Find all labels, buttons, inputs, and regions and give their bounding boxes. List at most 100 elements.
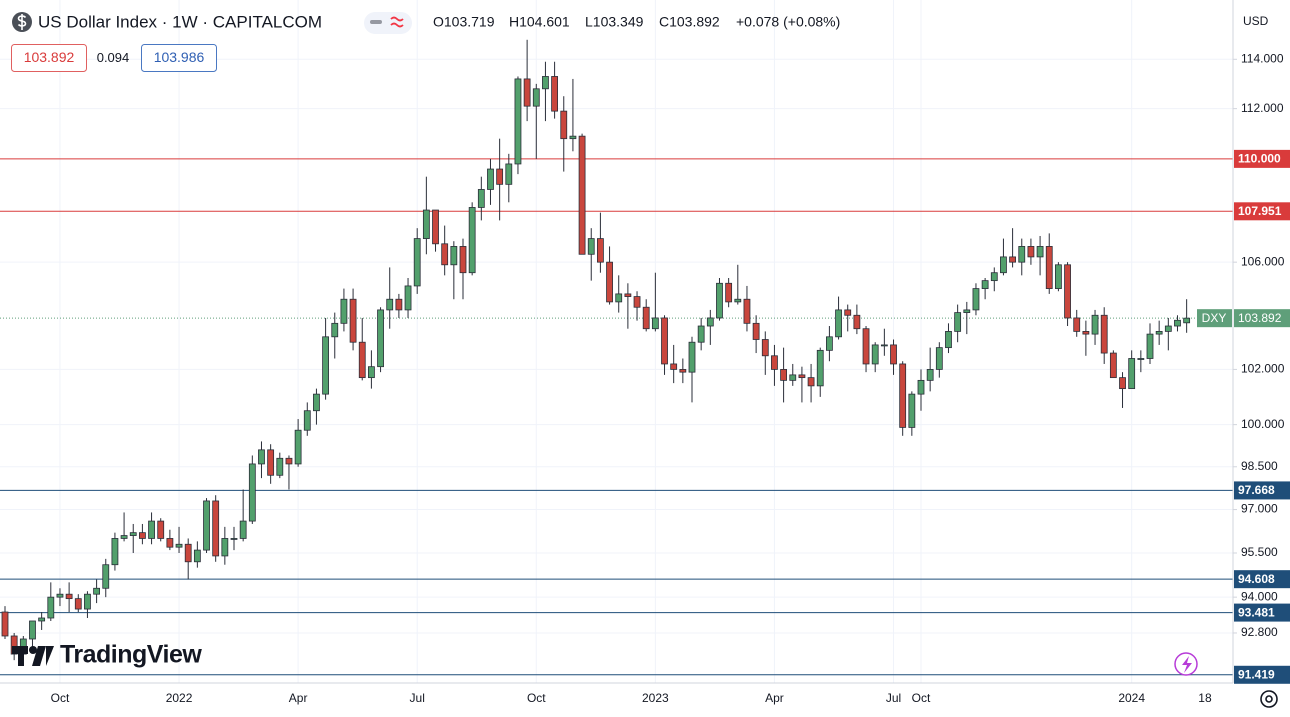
candle-body: [477, 189, 485, 208]
spread: 0.094: [97, 50, 130, 65]
x-tick-label: 2024: [1118, 691, 1145, 705]
header: US Dollar Index · 1W · CAPITALCOM O103.7…: [11, 8, 1288, 72]
candle-body: [349, 298, 357, 343]
candle-body: [93, 587, 100, 595]
candle-body: [459, 246, 467, 274]
candle-body: [441, 243, 449, 266]
candle-body: [945, 331, 952, 349]
candle-body: [716, 282, 723, 319]
candle-body: [826, 336, 833, 351]
ohlc-open: O103.719: [433, 14, 495, 30]
price-axis: [1233, 0, 1290, 717]
candle-body: [807, 377, 815, 387]
candle-body: [1137, 358, 1145, 360]
candle-body: [276, 457, 284, 476]
candle-body: [1091, 314, 1099, 335]
level-label: 91.419: [1238, 667, 1275, 681]
candle-body: [725, 282, 733, 303]
last-price-box: [1234, 309, 1290, 328]
candle-body: [963, 309, 971, 313]
y-tick-label: 95.500: [1241, 545, 1278, 559]
candle-body: [221, 538, 229, 557]
pill-icon: [390, 16, 404, 28]
candle-body: [697, 325, 705, 343]
x-tick-label: Oct: [912, 691, 931, 705]
candle-body: [203, 500, 210, 551]
y-tick-label: 92.800: [1241, 625, 1278, 639]
candle-body: [917, 379, 925, 395]
candle-body: [587, 238, 595, 255]
candle-body: [578, 135, 586, 255]
candle-body: [413, 238, 421, 287]
candle-body: [120, 535, 128, 539]
candle-body: [1073, 317, 1081, 332]
x-tick-label: 2023: [642, 691, 669, 705]
candle-body: [1164, 325, 1172, 332]
candle-body: [74, 598, 82, 610]
candle-body: [212, 500, 220, 557]
candle-body: [844, 309, 852, 316]
candle-body: [1009, 256, 1016, 263]
candle-body: [487, 168, 494, 190]
candle-body: [890, 344, 897, 365]
candle-body: [386, 298, 394, 311]
candle-body: [358, 341, 366, 379]
candle-body: [395, 298, 403, 311]
currency-selector[interactable]: [1234, 8, 1288, 36]
symbol-label-box: [1197, 309, 1232, 328]
candle-body: [972, 288, 980, 311]
candle-body: [331, 322, 339, 338]
candle-body: [129, 532, 137, 536]
logo: TradingView: [12, 641, 203, 669]
candle-body: [505, 163, 513, 185]
candle-body: [853, 314, 861, 330]
candle-body: [166, 538, 174, 548]
candle-body: [1045, 246, 1053, 289]
ohlc-change: +0.078 (+0.08%): [736, 14, 840, 30]
sell-button[interactable]: [11, 44, 87, 72]
candle-body: [1036, 246, 1044, 258]
candle-body: [706, 317, 714, 327]
candle-body: [624, 293, 632, 297]
candle-body: [542, 76, 549, 90]
level-label-box: [1234, 665, 1290, 684]
buy-button[interactable]: [141, 44, 217, 72]
candle-body: [1146, 333, 1154, 359]
candle-body: [111, 538, 119, 566]
candle-body: [84, 593, 91, 610]
candle-body: [551, 76, 558, 112]
symbol-title[interactable]: US Dollar Index · 1W · CAPITALCOM: [38, 12, 322, 31]
candle-body: [294, 429, 302, 465]
y-tick-label: 102.000: [1241, 362, 1285, 376]
settings-icon[interactable]: [1260, 690, 1278, 708]
x-tick-label: Oct: [527, 691, 546, 705]
y-tick-label: 97.000: [1241, 502, 1278, 516]
candle-body: [670, 363, 678, 370]
candle-body: [65, 593, 73, 600]
candles: [1, 39, 1191, 661]
candle-body: [615, 293, 623, 303]
candle-body: [816, 349, 824, 387]
candle-body: [789, 374, 797, 381]
pill-icon: [370, 20, 382, 24]
x-tick-label: Jul: [886, 691, 901, 705]
symbol-label: DXY: [1202, 311, 1227, 325]
candle-body: [138, 532, 146, 539]
x-tick-label: Jul: [410, 691, 425, 705]
candle-body: [523, 78, 531, 107]
buy-price: 103.986: [154, 49, 205, 65]
last-price-label: 103.892: [1238, 311, 1282, 325]
indicator-pill[interactable]: [364, 12, 412, 34]
candle-body: [450, 246, 458, 266]
candle-body: [606, 261, 613, 303]
candle-body: [780, 369, 787, 381]
candle-body: [935, 347, 943, 370]
candle-body: [404, 285, 412, 311]
level-label-box: [1234, 570, 1290, 589]
candle-body: [597, 238, 604, 263]
alert-icon-glyph: [1182, 656, 1192, 673]
candle-body: [771, 355, 778, 370]
ohlc-high: H104.601: [509, 14, 570, 30]
grid: [0, 0, 1233, 683]
